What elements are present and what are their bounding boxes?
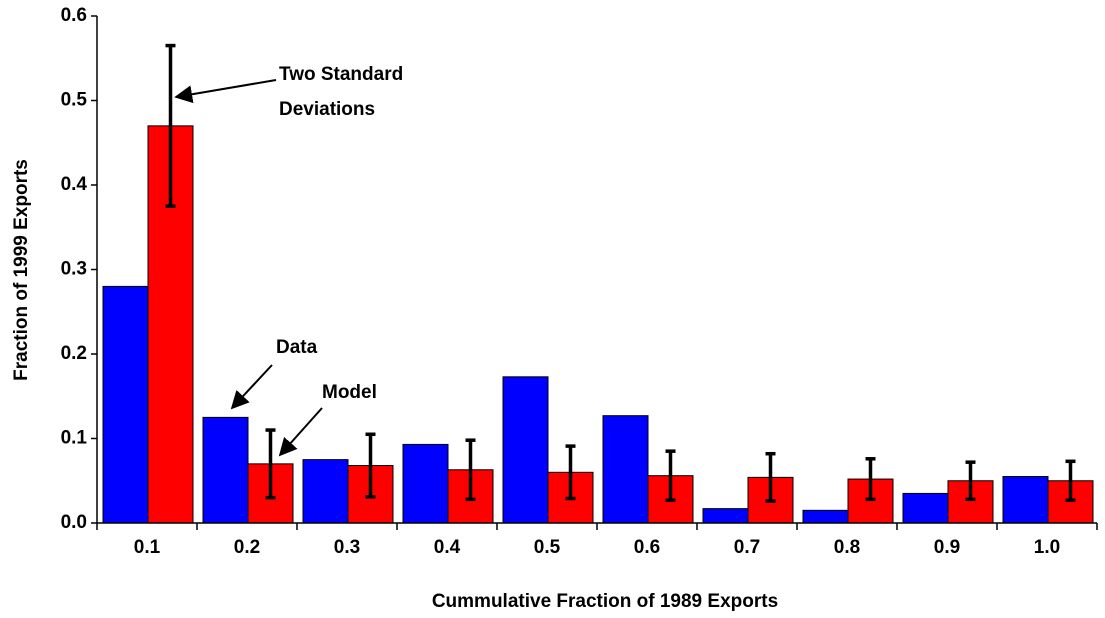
annotation: Model	[322, 382, 377, 403]
x-tick-label: 0.1	[134, 537, 161, 558]
annotation: Two Standard	[279, 64, 403, 85]
bar	[802, 509, 849, 524]
annotation-arrow	[230, 364, 273, 410]
bar	[102, 285, 149, 524]
x-tick-label: 0.6	[634, 537, 660, 558]
bar	[402, 443, 449, 524]
bar	[902, 492, 949, 524]
error-bar	[465, 438, 476, 502]
error-bar	[865, 457, 876, 502]
y-tick-label: 0.5	[61, 90, 88, 111]
y-tick-label: 0.2	[61, 343, 87, 364]
annotation: Deviations	[279, 99, 375, 120]
x-tick-label: 0.4	[434, 537, 461, 558]
x-axis-label: Cummulative Fraction of 1989 Exports	[432, 591, 778, 612]
x-tick-label: 0.8	[834, 537, 860, 558]
bar	[502, 376, 549, 524]
error-bar	[965, 460, 976, 502]
y-tick-label: 0.4	[61, 174, 88, 195]
y-axis-label: Fraction of 1999 Exports	[11, 159, 32, 381]
error-bar	[365, 432, 376, 499]
annotation: Data	[276, 337, 318, 358]
x-tick-label: 0.5	[534, 537, 561, 558]
error-bar	[665, 449, 676, 502]
bar	[702, 508, 749, 524]
error-bar	[165, 43, 176, 208]
x-tick-label: 1.0	[1034, 537, 1060, 558]
annotation-arrow	[174, 79, 277, 104]
error-bar	[765, 451, 776, 503]
error-bar	[1065, 459, 1076, 502]
x-tick-label: 0.7	[734, 537, 760, 558]
bar	[1002, 476, 1049, 524]
y-tick-label: 0.0	[61, 512, 87, 533]
bar	[302, 459, 349, 524]
error-bar	[265, 428, 276, 500]
error-bar	[565, 444, 576, 501]
annotation-arrow	[278, 407, 323, 457]
y-tick-label: 0.6	[61, 5, 87, 26]
y-tick-label: 0.1	[61, 428, 88, 449]
x-tick-label: 0.3	[334, 537, 360, 558]
bar	[202, 416, 249, 524]
y-tick-label: 0.3	[61, 259, 87, 280]
x-tick-label: 0.9	[934, 537, 960, 558]
x-tick-label: 0.2	[234, 537, 260, 558]
bar	[602, 415, 649, 524]
